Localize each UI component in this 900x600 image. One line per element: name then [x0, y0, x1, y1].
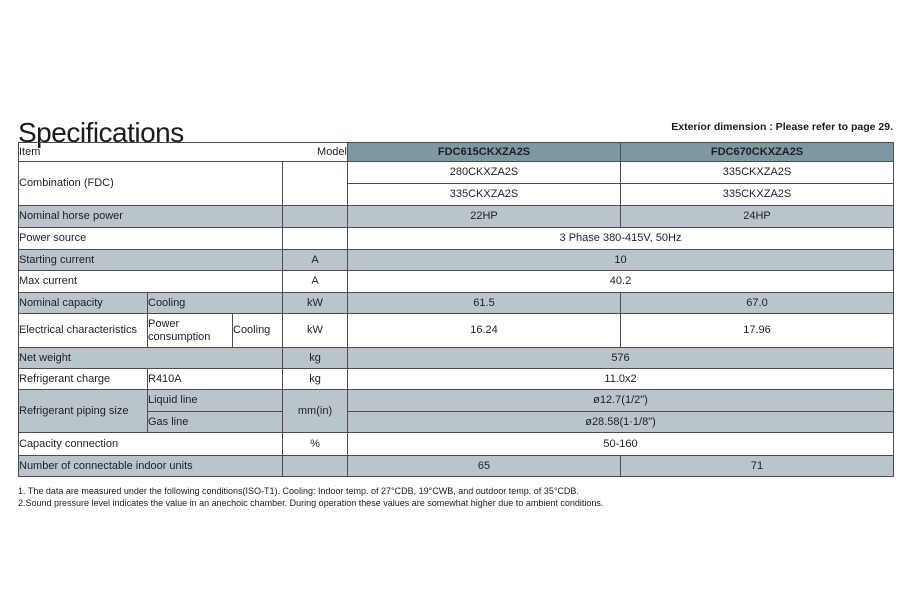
footnote-1: 1. The data are measured under the follo…: [18, 486, 579, 496]
horse-power-unit-cell: [282, 205, 348, 228]
combination-label: Combination (FDC): [18, 161, 283, 206]
piping-liquid-value: ø12.7(1/2"): [347, 389, 894, 412]
model-column-header-2: FDC670CKXZA2S: [620, 142, 894, 162]
piping-label: Refrigerant piping size: [18, 389, 148, 433]
footnotes: 1. The data are measured under the follo…: [18, 485, 603, 509]
electrical-unit: kW: [282, 313, 348, 348]
combination-r1-model1: 280CKXZA2S: [347, 161, 621, 184]
electrical-label: Electrical characteristics: [18, 313, 148, 348]
horse-power-label: Nominal horse power: [18, 205, 283, 228]
refrigerant-charge-label: Refrigerant charge: [18, 368, 148, 390]
specifications-table: Item Model FDC615CKXZA2S FDC670CKXZA2S C…: [18, 142, 894, 477]
table-row: Nominal capacity Cooling kW 61.5 67.0: [18, 292, 894, 314]
table-row: Net weight kg 576: [18, 347, 894, 369]
refrigerant-charge-value: 11.0x2: [347, 368, 894, 390]
starting-current-label: Starting current: [18, 249, 283, 271]
table-row: Combination (FDC) 280CKXZA2S 335CKXZA2S: [18, 161, 894, 206]
table-row: Refrigerant piping size Liquid line mm(i…: [18, 389, 894, 433]
piping-unit: mm(in): [282, 389, 348, 433]
corner-cell: Item Model: [18, 142, 348, 162]
table-row: Electrical characteristics Power consump…: [18, 313, 894, 348]
electrical-sub-label: Power consumption: [147, 313, 233, 348]
capacity-connection-label: Capacity connection: [18, 432, 283, 456]
nominal-capacity-label: Nominal capacity: [18, 292, 148, 314]
exterior-dimension-note: Exterior dimension : Please refer to pag…: [671, 121, 893, 133]
table-row: Max current A 40.2: [18, 270, 894, 293]
connectable-units-unit-cell: [282, 455, 348, 477]
max-current-label: Max current: [18, 270, 283, 293]
nominal-capacity-model1: 61.5: [347, 292, 621, 314]
item-header-label: Item: [19, 145, 41, 158]
connectable-units-model1: 65: [347, 455, 621, 477]
power-source-value: 3 Phase 380-415V, 50Hz: [347, 227, 894, 250]
max-current-value: 40.2: [347, 270, 894, 293]
combination-r2-model2: 335CKXZA2S: [620, 183, 894, 206]
power-source-unit-cell: [282, 227, 348, 250]
refrigerant-charge-sub-label: R410A: [147, 368, 283, 390]
table-row: Starting current A 10: [18, 249, 894, 271]
piping-gas-value: ø28.58(1·1/8"): [347, 411, 894, 433]
starting-current-unit: A: [282, 249, 348, 271]
combination-r1-model2: 335CKXZA2S: [620, 161, 894, 184]
power-source-label: Power source: [18, 227, 283, 250]
electrical-model2: 17.96: [620, 313, 894, 348]
capacity-connection-value: 50-160: [347, 432, 894, 456]
piping-liquid-label: Liquid line: [147, 389, 283, 412]
nominal-capacity-unit: kW: [282, 292, 348, 314]
electrical-model1: 16.24: [347, 313, 621, 348]
table-row: Power source 3 Phase 380-415V, 50Hz: [18, 227, 894, 250]
combination-unit-cell: [282, 161, 348, 206]
model-header-label: Model: [317, 145, 347, 158]
table-row: Gas line ø28.58(1·1/8"): [19, 411, 894, 433]
table-row: 335CKXZA2S 335CKXZA2S: [19, 183, 894, 206]
combination-r2-model1: 335CKXZA2S: [347, 183, 621, 206]
connectable-units-model2: 71: [620, 455, 894, 477]
horse-power-model1: 22HP: [347, 205, 621, 228]
table-row: Capacity connection % 50-160: [18, 432, 894, 456]
connectable-units-label: Number of connectable indoor units: [18, 455, 283, 477]
capacity-connection-unit: %: [282, 432, 348, 456]
table-row: Nominal horse power 22HP 24HP: [18, 205, 894, 228]
refrigerant-charge-unit: kg: [282, 368, 348, 390]
max-current-unit: A: [282, 270, 348, 293]
horse-power-model2: 24HP: [620, 205, 894, 228]
nominal-capacity-sub-label: Cooling: [147, 292, 283, 314]
electrical-sub2-label: Cooling: [232, 313, 283, 348]
table-row: Refrigerant charge R410A kg 11.0x2: [18, 368, 894, 390]
piping-gas-label: Gas line: [147, 411, 283, 433]
net-weight-label: Net weight: [18, 347, 283, 369]
net-weight-unit: kg: [282, 347, 348, 369]
starting-current-value: 10: [347, 249, 894, 271]
table-header-row: Item Model FDC615CKXZA2S FDC670CKXZA2S: [18, 142, 894, 162]
nominal-capacity-model2: 67.0: [620, 292, 894, 314]
table-row: Number of connectable indoor units 65 71: [18, 455, 894, 477]
model-column-header-1: FDC615CKXZA2S: [347, 142, 621, 162]
net-weight-value: 576: [347, 347, 894, 369]
footnote-2: 2.Sound pressure level indicates the val…: [18, 498, 604, 509]
